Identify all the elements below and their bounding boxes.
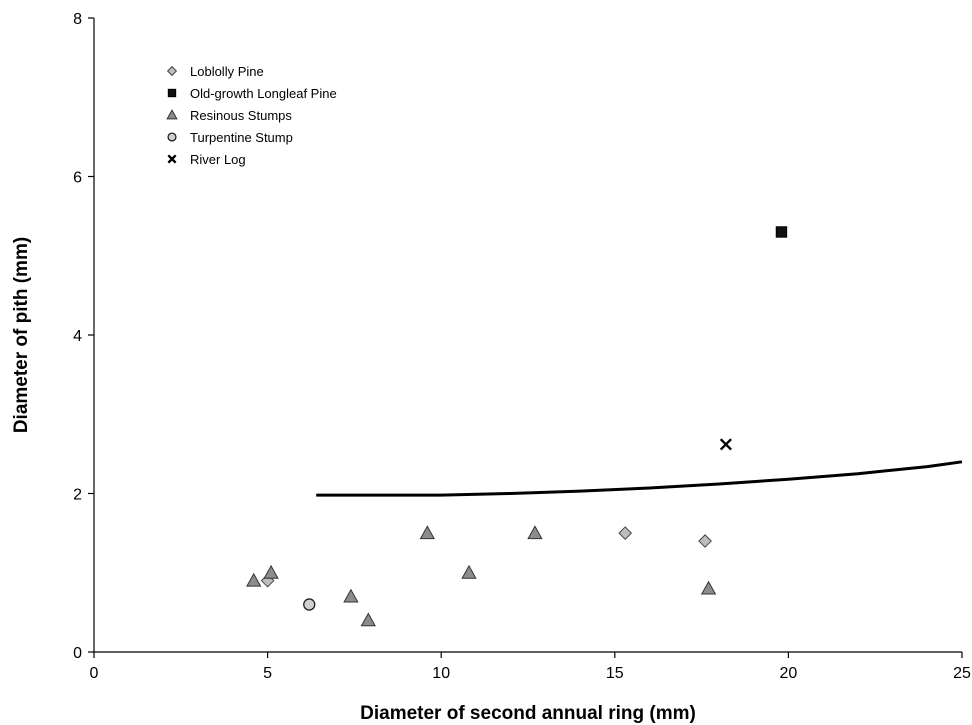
- point-resinous-stumps: [700, 580, 717, 595]
- y-tick-label: 6: [73, 170, 82, 187]
- legend-label-turpentine-stump: Turpentine Stump: [190, 130, 293, 145]
- y-axis-title: Diameter of pith (mm): [11, 237, 32, 433]
- x-tick-label: 20: [780, 665, 798, 682]
- point-resinous-stumps: [527, 525, 543, 540]
- point-loblolly-pine: [698, 534, 712, 548]
- legend: Loblolly Pine Old-growth Longleaf Pine Res…: [166, 64, 337, 167]
- point-resinous-stumps: [461, 564, 477, 579]
- legend-label-resinous-stumps: Resinous Stumps: [190, 108, 292, 123]
- legend-marker-river-log: [167, 154, 177, 164]
- point-loblolly-pine: [618, 526, 633, 541]
- point-resinous-stumps: [246, 572, 262, 587]
- legend-marker-loblolly-pine: [166, 65, 178, 77]
- x-tick-label: 0: [90, 665, 99, 682]
- point-resinous-stumps: [360, 612, 376, 627]
- y-tick-label: 4: [73, 328, 82, 345]
- y-tick-label: 2: [73, 487, 82, 504]
- data-points-layer: [246, 226, 788, 627]
- x-ticks: 0 5 10 15 20 25: [90, 652, 971, 682]
- x-tick-label: 15: [606, 665, 624, 682]
- point-resinous-stumps: [419, 525, 435, 540]
- fitted-curve-layer: [316, 460, 963, 497]
- legend-label-old-growth-longleaf-pine: Old-growth Longleaf Pine: [190, 86, 337, 101]
- point-old-growth-longleaf-pine: [775, 226, 788, 238]
- x-tick-label: 25: [953, 665, 971, 682]
- point-resinous-stumps: [263, 564, 279, 579]
- y-tick-label: 8: [73, 11, 82, 28]
- x-tick-label: 10: [432, 665, 450, 682]
- y-ticks: 0 2 4 6 8: [73, 11, 94, 662]
- x-axis-title: Diameter of second annual ring (mm): [360, 703, 696, 724]
- point-river-log: [719, 438, 732, 451]
- legend-marker-turpentine-stump: [167, 132, 177, 142]
- point-turpentine-stump: [303, 598, 316, 611]
- y-tick-label: 0: [73, 645, 82, 662]
- x-tick-label: 5: [263, 665, 272, 682]
- legend-label-loblolly-pine: Loblolly Pine: [190, 64, 264, 79]
- point-resinous-stumps: [343, 588, 359, 603]
- legend-label-river-log: River Log: [190, 152, 246, 167]
- legend-marker-resinous-stumps: [166, 109, 178, 120]
- legend-marker-old-growth-longleaf-pine: [167, 88, 177, 98]
- fitted-curve: [316, 460, 963, 497]
